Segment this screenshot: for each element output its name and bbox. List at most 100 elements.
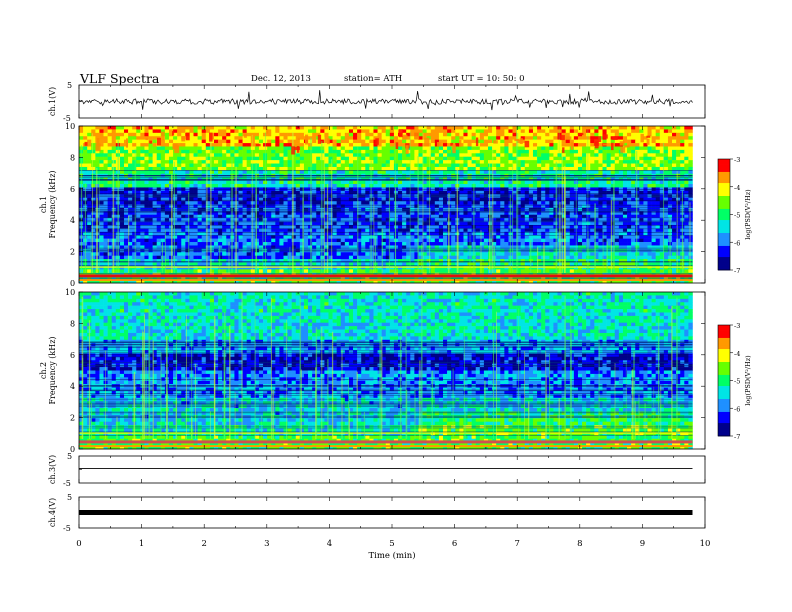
ch1-spectrogram-cell [148,204,153,209]
ch1-spectrogram-cell [676,139,681,144]
ch1-spectrogram-cell [663,211,669,216]
ch1-spectrogram-cell [430,211,436,216]
ch1-spectrogram-cell [136,180,141,185]
ch1-spectrogram-cell [250,228,256,233]
ch1-spectrogram-cell [385,143,391,147]
ch1-spectrogram-cell [181,207,186,212]
ch1-spectrogram-cell [393,201,399,205]
ch1-spectrogram-cell [663,143,669,147]
ch1-spectrogram-cell [688,126,693,130]
ch1-spectrogram-cell [218,153,223,158]
ch1-spectrogram-cell [91,156,96,161]
ch1-spectrogram-cell [103,231,108,236]
ch1-spectrogram-cell [663,214,669,219]
ch1-spectrogram-cell [549,149,554,154]
ch1-spectrogram-cell [316,143,321,147]
ch1-spectrogram-cell [148,143,153,147]
ch1-spectrogram-cell [627,207,632,212]
ch1-spectrogram-cell [222,129,227,134]
ch1-spectrogram-cell [479,180,485,185]
ch1-spectrogram-cell [238,156,243,161]
ch1-spectrogram-cell [573,170,579,175]
ch1-spectrogram-cell [197,180,202,185]
ch1-spectrogram-cell [622,166,628,171]
ch1-spectrogram-cell [164,211,170,216]
ch1-spectrogram-cell [389,211,395,216]
ch1-spectrogram-cell [410,149,415,154]
ch1-spectrogram-cell [512,184,517,188]
ch1-spectrogram-cell [516,156,522,161]
ch1-spectrogram-cell [565,214,571,219]
ch1-spectrogram-cell [87,201,92,205]
ch1-spectrogram-cell [451,204,456,209]
ch1-spectrogram-cell [561,163,566,168]
ch1-spectrogram-cell [209,224,215,229]
ch1-spectrogram-cell [565,194,571,198]
ch1-spectrogram-cell [205,197,211,202]
ch1-spectrogram-cell [602,146,607,151]
ch1-spectrogram-cell [410,197,415,202]
ch1-spectrogram-cell [123,190,129,195]
ch1-spectrogram-cell [365,231,370,236]
ch1-spectrogram-cell [324,129,329,134]
ch1-spectrogram-cell [398,221,403,226]
ch1-spectrogram-cell [610,190,616,195]
ch1-spectrogram-cell [312,228,317,233]
ch1-spectrogram-cell [209,221,215,226]
ch1-spectrogram-cell [222,231,227,236]
ch1-spectrogram-cell [353,139,358,144]
ch1-spectrogram-cell [455,163,460,168]
ch1-spectrogram-cell [156,170,162,175]
ch1-spectrogram-cell [614,139,620,144]
ch1-spectrogram-cell [610,228,616,233]
ch1-spectrogram-cell [377,139,382,144]
ch1-spectrogram-cell [475,207,481,212]
ch1-spectrogram-cell [676,143,681,147]
ch1-spectrogram-cell [684,218,689,222]
ch1-spectrogram-cell [303,211,309,216]
ch1-spectrogram-cell [123,221,129,226]
ch1-spectrogram-cell [672,224,677,229]
ch1-spectrogram-cell [672,204,677,209]
ch1-spectrogram-cell [353,221,358,226]
ch1-spectrogram-cell [250,153,256,158]
ch1-spectrogram-cell [647,160,652,164]
ch1-spectrogram-cell [594,231,599,236]
ch1-spectrogram-cell [393,197,399,202]
ch1-spectrogram-cell [267,146,272,151]
ch1-spectrogram-cell [340,143,346,147]
ch1-spectrogram-cell [643,184,648,188]
ch1-spectrogram-cell [680,160,685,164]
ch1-spectrogram-cell [205,149,211,154]
ch1-spectrogram-cell [622,149,628,154]
ch1-spectrogram-cell [99,170,104,175]
ch1-spectrogram-cell [140,231,145,236]
ch1-spectrogram-cell [320,163,325,168]
ch1-spectrogram-cell [132,214,137,219]
ch1-spectrogram-cell [218,197,223,202]
ch1-spectrogram-cell [144,214,149,219]
ch1-spectrogram-cell [443,207,448,212]
ch1-spectrogram-cell [312,207,317,212]
ch1-spectrogram-cell [324,197,329,202]
ch1-spectrogram-cell [365,228,370,233]
ch1-spectrogram-cell [103,214,108,219]
ch1-spectrogram-cell [246,204,252,209]
ch1-spectrogram-cell [250,190,256,195]
ch1-spectrogram-cell [336,214,342,219]
ch1-spectrogram-cell [164,129,170,134]
ch1-spectrogram-cell [111,126,117,130]
ch1-spectrogram-cell [516,207,522,212]
ch1-spectrogram-cell [271,139,276,144]
ch1-spectrogram-cell [667,201,673,205]
ch1-spectrogram-cell [622,132,628,137]
ch1-spectrogram-cell [483,146,489,151]
ch1-spectrogram-cell [639,197,644,202]
ch1-spectrogram-cell [250,204,256,209]
ch1-spectrogram-cell [177,136,182,140]
ch1-spectrogram-cell [672,129,677,134]
ch1-spectrogram-cell [168,163,174,168]
ch1-spectrogram-cell [467,153,472,158]
ch1-spectrogram-cell [123,153,129,158]
ch1-spectrogram-cell [320,126,325,130]
